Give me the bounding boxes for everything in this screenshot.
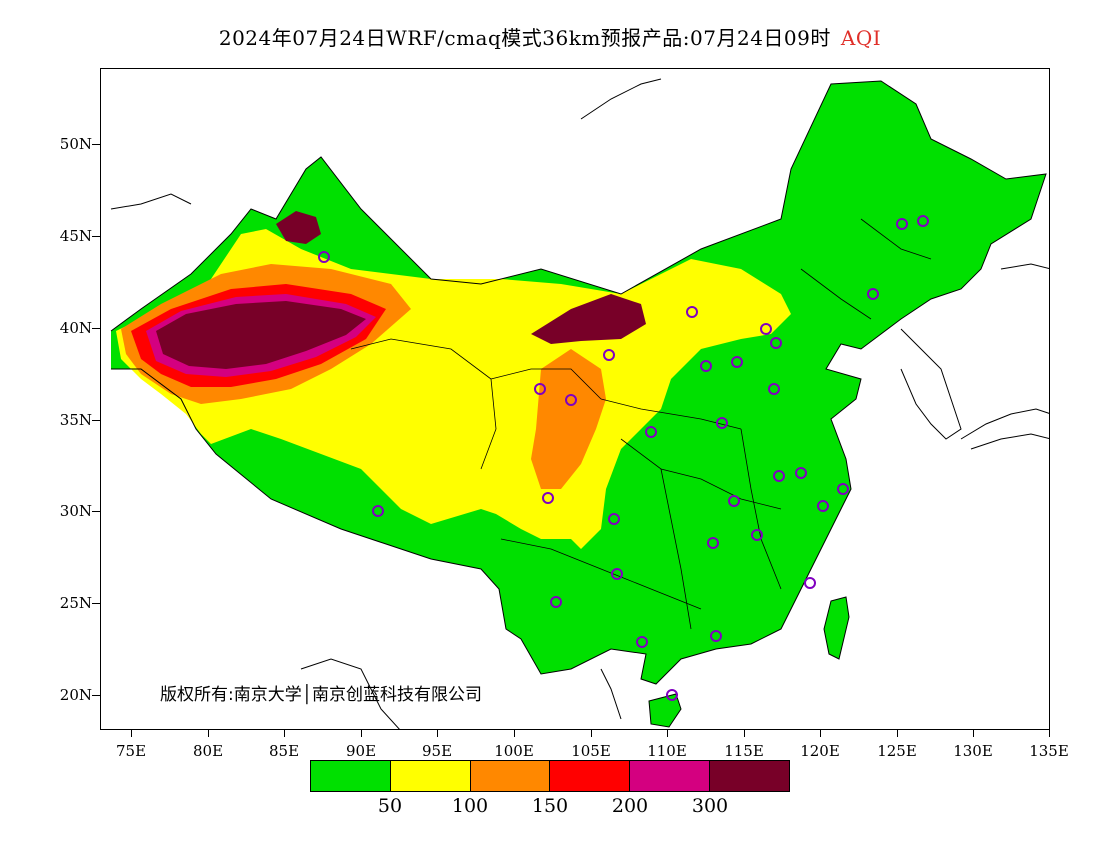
map-panel (100, 68, 1050, 730)
station-marker-icon (773, 470, 785, 482)
legend-label: 100 (451, 795, 489, 817)
lon-label: 120E (800, 742, 840, 760)
station-marker-icon (686, 306, 698, 318)
station-marker-icon (550, 596, 562, 608)
lon-label: 95E (421, 742, 453, 760)
legend-label: 300 (691, 795, 729, 817)
station-marker-icon (534, 383, 546, 395)
legend-swatch (550, 761, 631, 791)
station-marker-icon (837, 483, 849, 495)
lon-tick (973, 730, 974, 737)
lat-tick (92, 695, 100, 696)
lat-tick (92, 420, 100, 421)
map-title: 2024年07月24日WRF/cmaq模式36km预报产品:07月24日09时 A… (0, 22, 1100, 51)
station-marker-icon (603, 349, 615, 361)
legend-swatch (311, 761, 391, 791)
station-marker-icon (795, 467, 807, 479)
lon-tick (284, 730, 285, 737)
aqi-map (110, 78, 1049, 729)
station-marker-icon (636, 636, 648, 648)
region-hazardous-north (276, 211, 321, 244)
station-marker-icon (710, 630, 722, 642)
lon-tick (591, 730, 592, 737)
legend-label: 200 (611, 795, 649, 817)
legend-label: 50 (377, 795, 403, 817)
lat-label: 20N (59, 686, 92, 704)
copyright-text: 版权所有:南京大学│南京创蓝科技有限公司 (160, 685, 482, 705)
neighbor-coastlines (110, 78, 1049, 729)
lat-label: 40N (59, 319, 92, 337)
lon-label: 125E (877, 742, 917, 760)
station-marker-icon (817, 500, 829, 512)
station-marker-icon (318, 251, 330, 263)
region-hazardous-tarim (156, 301, 366, 369)
region-hazardous-inner-mongolia (531, 294, 646, 344)
station-marker-icon (565, 394, 577, 406)
lon-tick (208, 730, 209, 737)
station-marker-icon (731, 356, 743, 368)
lat-tick (92, 236, 100, 237)
station-marker-icon (542, 492, 554, 504)
legend-swatch (630, 761, 711, 791)
lon-label: 105E (571, 742, 611, 760)
station-marker-icon (768, 383, 780, 395)
station-marker-icon (867, 288, 879, 300)
station-marker-icon (917, 215, 929, 227)
lat-tick (92, 144, 100, 145)
legend-label: 150 (531, 795, 569, 817)
lon-tick (361, 730, 362, 737)
station-marker-icon (896, 218, 908, 230)
lat-label: 25N (59, 594, 92, 612)
lon-label: 135E (1029, 742, 1069, 760)
lat-label: 35N (59, 411, 92, 429)
color-legend (310, 760, 790, 792)
lat-label: 50N (59, 135, 92, 153)
station-marker-icon (666, 689, 678, 701)
station-marker-icon (611, 568, 623, 580)
lon-tick (514, 730, 515, 737)
station-marker-icon (770, 337, 782, 349)
province-borders (350, 218, 932, 630)
lon-tick (1049, 730, 1050, 737)
hainan (648, 693, 682, 728)
legend-swatch (710, 761, 789, 791)
station-marker-icon (760, 323, 772, 335)
lon-label: 130E (953, 742, 993, 760)
lon-tick (437, 730, 438, 737)
station-marker-icon (751, 529, 763, 541)
region-usg-center (531, 349, 606, 489)
taiwan (823, 596, 850, 660)
lat-tick (92, 328, 100, 329)
station-markers (318, 215, 929, 701)
lon-label: 85E (268, 742, 300, 760)
lat-label: 45N (59, 227, 92, 245)
station-marker-icon (608, 513, 620, 525)
lon-label: 100E (494, 742, 534, 760)
station-marker-icon (372, 505, 384, 517)
station-marker-icon (707, 537, 719, 549)
lon-label: 115E (724, 742, 764, 760)
station-marker-icon (804, 577, 816, 589)
lat-label: 30N (59, 502, 92, 520)
lon-tick (820, 730, 821, 737)
china-border (110, 80, 1047, 685)
lon-label: 90E (345, 742, 377, 760)
station-marker-icon (728, 495, 740, 507)
title-variable: AQI (840, 26, 882, 50)
lon-tick (744, 730, 745, 737)
title-main: 2024年07月24日WRF/cmaq模式36km预报产品:07月24日09时 (218, 26, 831, 50)
lon-label: 75E (115, 742, 147, 760)
lat-tick (92, 603, 100, 604)
legend-swatch (470, 761, 551, 791)
lat-tick (92, 511, 100, 512)
lon-tick (897, 730, 898, 737)
lon-label: 110E (647, 742, 687, 760)
station-marker-icon (645, 426, 657, 438)
station-marker-icon (716, 417, 728, 429)
lon-tick (131, 730, 132, 737)
lon-tick (667, 730, 668, 737)
legend-swatch (390, 761, 471, 791)
station-marker-icon (700, 360, 712, 372)
lon-label: 80E (192, 742, 224, 760)
